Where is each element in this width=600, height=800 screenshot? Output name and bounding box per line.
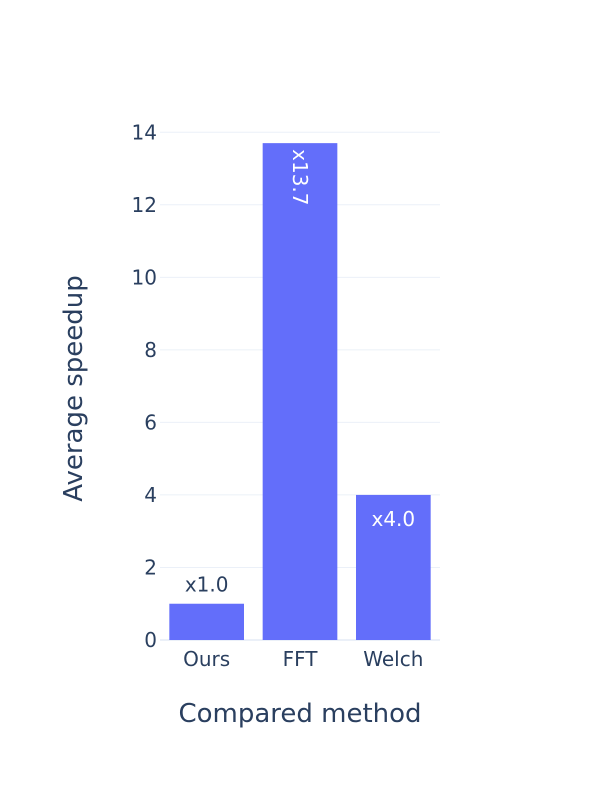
y-tick-label: 14 xyxy=(132,120,157,144)
y-tick-labels: 0 2 4 6 8 10 12 14 xyxy=(132,120,157,652)
y-tick-label: 8 xyxy=(144,338,157,362)
y-tick-label: 12 xyxy=(132,193,157,217)
data-label: x1.0 xyxy=(185,573,229,597)
y-tick-label: 2 xyxy=(144,555,157,579)
bar-welch xyxy=(356,494,431,640)
y-tick-label: 0 xyxy=(144,628,157,652)
x-tick-label: FFT xyxy=(283,647,319,671)
bars xyxy=(169,143,431,641)
x-axis-title: Compared method xyxy=(178,699,421,729)
data-label: x4.0 xyxy=(372,507,416,531)
bar-fft xyxy=(262,143,338,641)
y-tick-label: 10 xyxy=(132,265,157,289)
data-labels: x1.0 x13.7 x4.0 xyxy=(185,149,415,597)
x-tick-labels: Ours FFT Welch xyxy=(183,647,423,671)
y-axis-title: Average speedup xyxy=(59,275,89,502)
data-label: x13.7 xyxy=(288,149,312,205)
y-tick-label: 4 xyxy=(144,483,157,507)
y-tick-label: 6 xyxy=(144,410,157,434)
bar-ours xyxy=(169,603,244,640)
x-tick-label: Welch xyxy=(363,647,423,671)
x-tick-label: Ours xyxy=(183,647,230,671)
